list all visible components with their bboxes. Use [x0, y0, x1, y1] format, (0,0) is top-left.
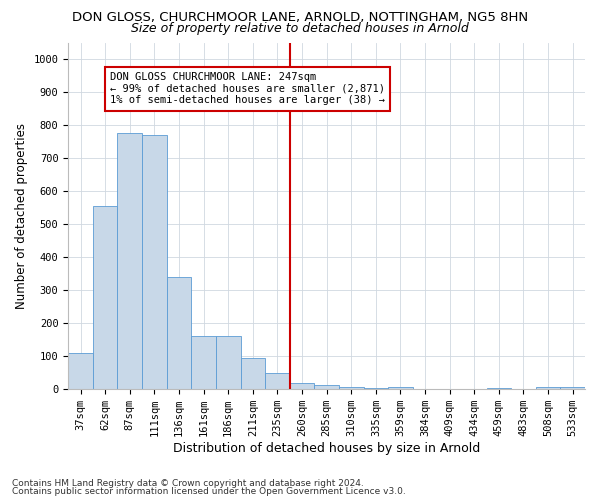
Bar	[487, 388, 511, 389]
Bar	[290, 384, 314, 389]
Bar	[536, 386, 560, 389]
Bar	[191, 336, 216, 389]
Bar	[68, 353, 93, 389]
Bar	[118, 134, 142, 389]
Text: Size of property relative to detached houses in Arnold: Size of property relative to detached ho…	[131, 22, 469, 35]
Bar	[560, 386, 585, 389]
Text: Contains HM Land Registry data © Crown copyright and database right 2024.: Contains HM Land Registry data © Crown c…	[12, 478, 364, 488]
Bar	[265, 372, 290, 389]
Y-axis label: Number of detached properties: Number of detached properties	[15, 123, 28, 309]
Bar	[216, 336, 241, 389]
Text: Contains public sector information licensed under the Open Government Licence v3: Contains public sector information licen…	[12, 487, 406, 496]
Bar	[339, 386, 364, 389]
Bar	[142, 135, 167, 389]
Text: DON GLOSS, CHURCHMOOR LANE, ARNOLD, NOTTINGHAM, NG5 8HN: DON GLOSS, CHURCHMOOR LANE, ARNOLD, NOTT…	[72, 11, 528, 24]
Bar	[241, 358, 265, 389]
Bar	[314, 386, 339, 389]
Bar	[364, 388, 388, 389]
X-axis label: Distribution of detached houses by size in Arnold: Distribution of detached houses by size …	[173, 442, 480, 455]
Text: DON GLOSS CHURCHMOOR LANE: 247sqm
← 99% of detached houses are smaller (2,871)
1: DON GLOSS CHURCHMOOR LANE: 247sqm ← 99% …	[110, 72, 385, 106]
Bar	[93, 206, 118, 389]
Bar	[388, 386, 413, 389]
Bar	[167, 277, 191, 389]
